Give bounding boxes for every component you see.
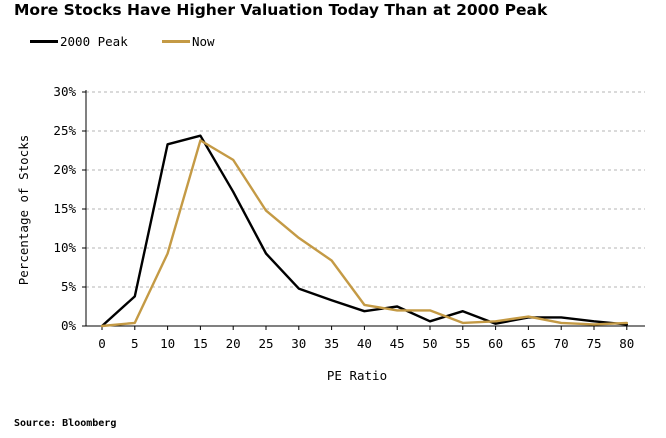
data-point-2000-peak	[134, 295, 136, 298]
legend-item-2000-peak: 2000 Peak	[30, 34, 128, 49]
axes	[82, 90, 645, 330]
data-point-now	[232, 159, 234, 161]
x-tick-label: 65	[521, 336, 536, 351]
y-tick-labels: 0% 5% 10% 15% 20% 25% 30%	[53, 84, 76, 333]
data-point-now	[101, 325, 103, 327]
chart-title: More Stocks Have Higher Valuation Today …	[14, 1, 548, 19]
data-point-now	[396, 309, 399, 312]
source-note: Source: Bloomberg	[14, 418, 117, 429]
y-tick-label: 5%	[61, 279, 77, 294]
data-point-2000-peak	[462, 310, 464, 312]
data-point-2000-peak	[396, 305, 399, 308]
y-tick-label: 25%	[53, 123, 76, 138]
data-point-now	[462, 322, 464, 324]
x-axis-title: PE Ratio	[327, 368, 387, 383]
data-point-now	[134, 322, 136, 324]
data-point-2000-peak	[298, 287, 300, 290]
data-point-now	[429, 309, 431, 312]
legend-item-now: Now	[162, 34, 215, 49]
data-point-2000-peak	[166, 143, 169, 146]
data-point-now	[199, 139, 202, 142]
y-tick-label: 20%	[53, 162, 76, 177]
data-point-2000-peak	[560, 316, 562, 319]
series-line-2000-peak	[100, 134, 628, 328]
x-tick-labels: 0 5 10 15 20 25 30 35 40 45 50 55 60 65 70 75 80	[98, 336, 634, 351]
y-tick-label: 30%	[53, 84, 76, 99]
data-point-now	[298, 237, 300, 239]
x-tick-label: 0	[98, 336, 106, 351]
y-axis-title: Percentage of Stocks	[16, 135, 31, 286]
data-point-now	[330, 259, 333, 262]
data-point-now	[265, 209, 267, 212]
x-tick-label: 80	[619, 336, 634, 351]
data-point-now	[527, 315, 530, 318]
series-lines	[100, 134, 628, 328]
data-point-now	[166, 252, 169, 255]
x-tick-label: 40	[357, 336, 372, 351]
legend-swatch-now	[162, 40, 190, 43]
data-point-now	[494, 320, 497, 323]
x-tick-label: 70	[554, 336, 569, 351]
x-tick-label: 5	[131, 336, 139, 351]
legend-label-now: Now	[192, 34, 215, 49]
data-point-2000-peak	[330, 299, 333, 302]
data-point-now	[593, 323, 595, 326]
x-tick-label: 35	[324, 336, 339, 351]
data-point-2000-peak	[363, 310, 366, 312]
legend-swatch-2000-peak	[30, 40, 58, 43]
y-tick-label: 0%	[61, 318, 77, 333]
y-tick-label: 10%	[53, 240, 76, 255]
x-tick-label: 75	[586, 336, 601, 351]
legend-label-2000-peak: 2000 Peak	[60, 34, 128, 49]
x-tick-label: 50	[422, 336, 437, 351]
x-tick-label: 60	[488, 336, 503, 351]
x-tick-label: 45	[390, 336, 405, 351]
x-tick-label: 55	[455, 336, 470, 351]
data-point-now	[560, 322, 562, 324]
x-tick-label: 15	[193, 336, 208, 351]
x-tick-label: 10	[160, 336, 175, 351]
x-tick-label: 30	[291, 336, 306, 351]
grid-lines	[86, 91, 645, 288]
x-tick-label: 25	[258, 336, 273, 351]
data-point-2000-peak	[429, 320, 431, 323]
series-line-now	[100, 139, 628, 328]
y-tick-label: 15%	[53, 201, 76, 216]
data-point-2000-peak	[494, 322, 497, 325]
data-point-2000-peak	[199, 134, 202, 137]
data-point-now	[626, 322, 628, 324]
data-point-2000-peak	[232, 191, 234, 193]
data-point-2000-peak	[593, 320, 595, 323]
data-point-now	[363, 304, 366, 306]
data-point-2000-peak	[265, 252, 267, 255]
x-tick-label: 20	[226, 336, 241, 351]
